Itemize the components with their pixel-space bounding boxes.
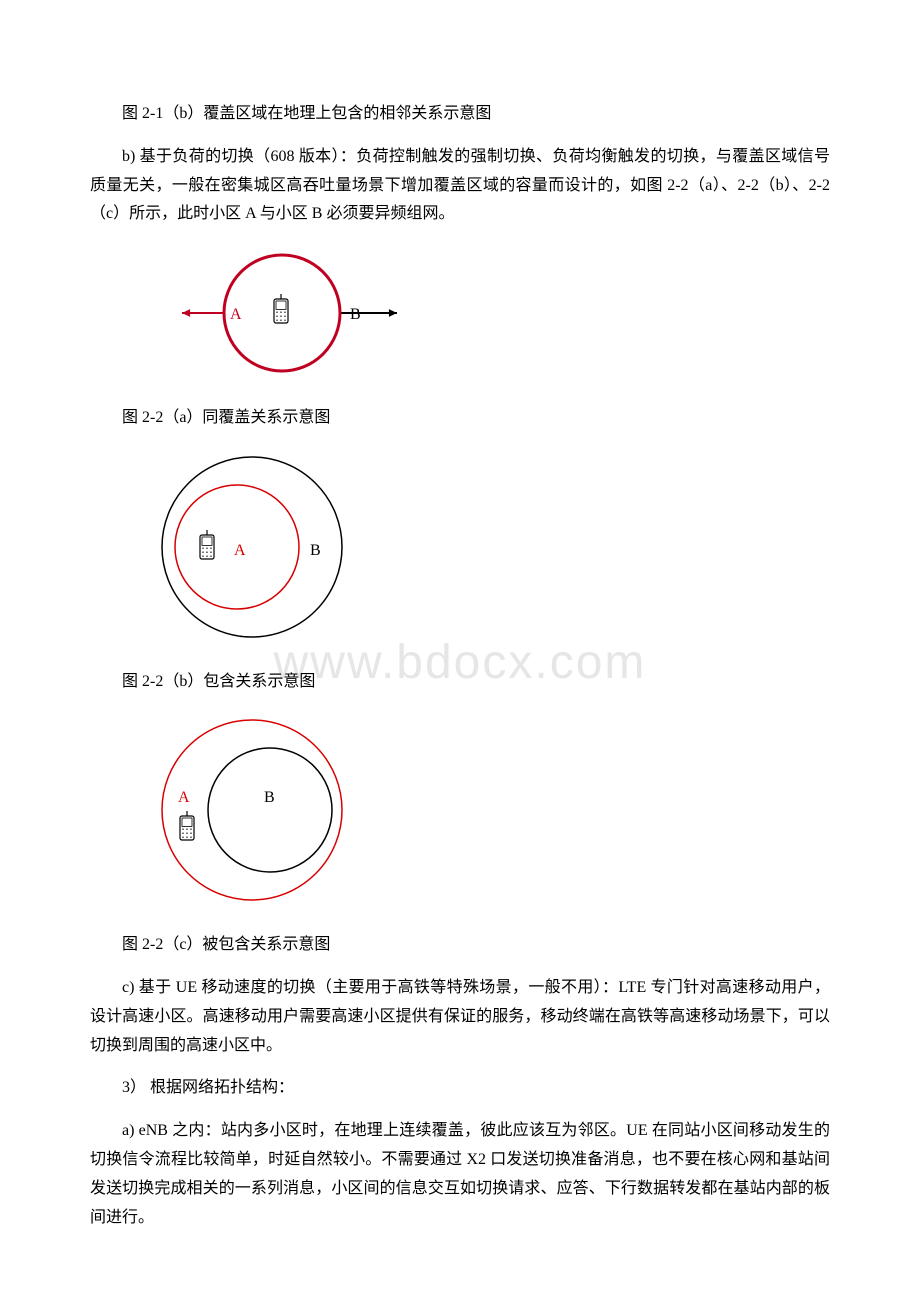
figure-caption-22b: 图 2-2（b）包含关系示意图 bbox=[90, 668, 830, 697]
figure-22b-diagram: AB bbox=[122, 447, 830, 658]
paragraph-3: 3） 根据网络拓扑结构： bbox=[90, 1074, 830, 1103]
svg-text:A: A bbox=[178, 789, 190, 806]
svg-text:B: B bbox=[310, 542, 321, 559]
figure-caption-22a: 图 2-2（a）同覆盖关系示意图 bbox=[90, 404, 830, 433]
paragraph-c: c) 基于 UE 移动速度的切换（主要用于高铁等特殊场景，一般不用）：LTE 专… bbox=[90, 974, 830, 1060]
svg-text:B: B bbox=[350, 306, 361, 323]
figure-caption-21b: 图 2-1（b）覆盖区域在地理上包含的相邻关系示意图 bbox=[90, 100, 830, 129]
figure-22a-diagram: AB bbox=[122, 243, 830, 394]
document-body: 图 2-1（b）覆盖区域在地理上包含的相邻关系示意图 b) 基于负荷的切换（60… bbox=[90, 100, 830, 1232]
svg-text:A: A bbox=[230, 306, 242, 323]
paragraph-a: a) eNB 之内：站内多小区时，在地理上连续覆盖，彼此应该互为邻区。UE 在同… bbox=[90, 1117, 830, 1232]
figure-22c-diagram: AB bbox=[122, 710, 830, 921]
figure-caption-22c: 图 2-2（c）被包含关系示意图 bbox=[90, 931, 830, 960]
paragraph-b: b) 基于负荷的切换（608 版本）：负荷控制触发的强制切换、负荷均衡触发的切换… bbox=[90, 143, 830, 229]
svg-text:B: B bbox=[264, 789, 275, 806]
svg-text:A: A bbox=[234, 542, 246, 559]
